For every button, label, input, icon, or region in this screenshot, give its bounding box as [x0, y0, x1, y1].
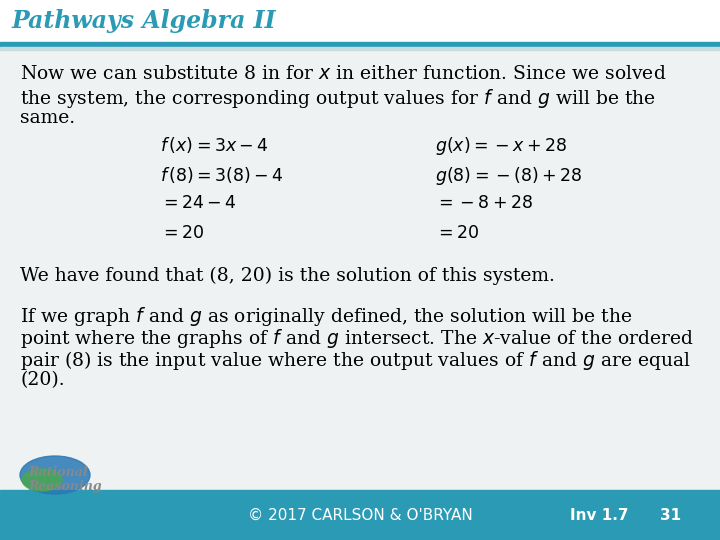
Text: point where the graphs of $f$ and $g$ intersect. The $x$-value of the ordered: point where the graphs of $f$ and $g$ in…: [20, 327, 694, 350]
Text: Reasoning: Reasoning: [28, 480, 102, 493]
Text: Now we can substitute 8 in for $x$ in either function. Since we solved: Now we can substitute 8 in for $x$ in ei…: [20, 65, 667, 83]
Text: the system, the corresponding output values for $f$ and $g$ will be the: the system, the corresponding output val…: [20, 87, 656, 110]
Text: Inv 1.7: Inv 1.7: [570, 508, 629, 523]
Text: $= 20$: $= 20$: [160, 225, 204, 242]
Text: Rational: Rational: [28, 466, 88, 479]
Text: $= 24-4$: $= 24-4$: [160, 195, 237, 212]
Bar: [460, 42, 720, 47]
Text: Pathways Algebra II: Pathways Algebra II: [12, 9, 276, 33]
Text: $g(x) = -x+28$: $g(x) = -x+28$: [435, 135, 567, 157]
Text: $f\,(x) = 3x-4$: $f\,(x) = 3x-4$: [160, 135, 269, 155]
Text: © 2017 CARLSON & O'BRYAN: © 2017 CARLSON & O'BRYAN: [248, 508, 472, 523]
Text: same.: same.: [20, 109, 75, 127]
Bar: [0, 42, 460, 47]
Text: We have found that (8, 20) is the solution of this system.: We have found that (8, 20) is the soluti…: [20, 267, 555, 285]
Text: $g(8) = -(8)+28$: $g(8) = -(8)+28$: [435, 165, 582, 187]
Text: 31: 31: [660, 508, 681, 523]
Text: $f\,(8) = 3(8)-4$: $f\,(8) = 3(8)-4$: [160, 165, 284, 185]
Bar: [0, 0, 720, 42]
Ellipse shape: [20, 456, 90, 494]
Text: (20).: (20).: [20, 371, 65, 389]
Bar: [0, 490, 720, 540]
Text: $= 20$: $= 20$: [435, 225, 480, 242]
Ellipse shape: [22, 469, 62, 491]
Text: $= -8+28$: $= -8+28$: [435, 195, 533, 212]
Text: If we graph $f$ and $g$ as originally defined, the solution will be the: If we graph $f$ and $g$ as originally de…: [20, 305, 632, 328]
Bar: [0, 47, 720, 50]
Text: pair (8) is the input value where the output values of $f$ and $g$ are equal: pair (8) is the input value where the ou…: [20, 349, 691, 372]
